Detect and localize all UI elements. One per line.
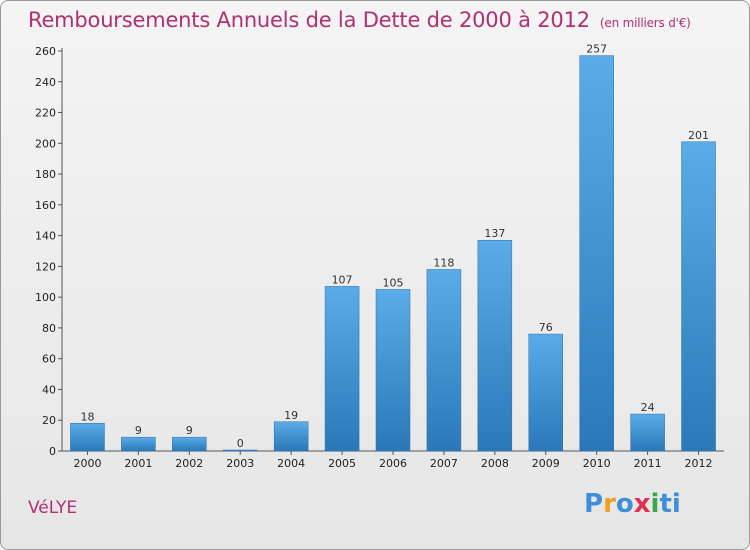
chart-axes: 0204060801001201401601802002202402602000… xyxy=(35,45,724,470)
y-tick-label: 180 xyxy=(35,168,56,181)
y-tick-label: 80 xyxy=(42,322,56,335)
chart-data-labels: 18 9 9 0 19 107 105 118 137 76 257 24 201 xyxy=(80,43,709,450)
bar xyxy=(528,333,564,452)
bar xyxy=(70,423,105,452)
bar xyxy=(681,141,716,452)
y-tick-label: 120 xyxy=(35,260,56,273)
chart-bars xyxy=(70,55,716,452)
y-tick-label: 140 xyxy=(35,230,56,243)
data-label: 257 xyxy=(586,43,607,56)
x-tick-label: 2005 xyxy=(328,457,356,470)
data-label: 76 xyxy=(539,321,553,334)
y-tick-label: 160 xyxy=(35,199,56,212)
chart-title-text: Remboursements Annuels de la Dette de 20… xyxy=(28,8,590,32)
data-label: 9 xyxy=(135,424,142,437)
data-label: 18 xyxy=(80,410,94,423)
data-label: 24 xyxy=(641,401,655,414)
bar xyxy=(121,436,156,452)
x-tick-label: 2007 xyxy=(430,457,458,470)
x-tick-label: 2010 xyxy=(583,457,611,470)
bar xyxy=(273,421,309,452)
y-tick-label: 40 xyxy=(42,383,56,396)
x-tick-label: 2000 xyxy=(73,457,101,470)
bar xyxy=(630,413,665,452)
y-tick-label: 200 xyxy=(35,137,56,150)
data-label: 0 xyxy=(237,437,244,450)
data-label: 201 xyxy=(688,129,709,142)
data-label: 9 xyxy=(186,424,193,437)
x-tick-label: 2011 xyxy=(634,457,662,470)
y-tick-label: 100 xyxy=(35,291,56,304)
x-tick-label: 2002 xyxy=(175,457,203,470)
bar xyxy=(324,286,360,452)
data-label: 137 xyxy=(484,227,505,240)
bar xyxy=(426,269,462,452)
bar xyxy=(375,289,411,452)
bar xyxy=(477,239,513,452)
chart-title: Remboursements Annuels de la Dette de 20… xyxy=(28,8,691,32)
bar xyxy=(222,449,258,452)
y-tick-label: 220 xyxy=(35,107,56,120)
data-label: 19 xyxy=(284,409,298,422)
y-tick-label: 20 xyxy=(42,414,56,427)
x-tick-label: 2004 xyxy=(277,457,305,470)
x-tick-label: 2003 xyxy=(226,457,254,470)
y-tick-label: 0 xyxy=(49,445,56,458)
commune-name: VéLYE xyxy=(28,498,78,518)
x-tick-label: 2001 xyxy=(124,457,152,470)
x-tick-label: 2012 xyxy=(685,457,713,470)
bar xyxy=(172,436,207,452)
y-tick-label: 260 xyxy=(35,45,56,58)
chart-subtitle: (en milliers d'€) xyxy=(599,16,691,30)
bar xyxy=(579,55,614,452)
y-tick-label: 240 xyxy=(35,76,56,89)
data-label: 107 xyxy=(332,273,353,286)
data-label: 105 xyxy=(383,276,404,289)
x-tick-label: 2006 xyxy=(379,457,407,470)
y-tick-label: 60 xyxy=(42,353,56,366)
data-label: 118 xyxy=(433,256,454,269)
x-tick-label: 2008 xyxy=(481,457,509,470)
proxiti-logo: Proxiti xyxy=(584,489,681,519)
x-tick-label: 2009 xyxy=(532,457,560,470)
